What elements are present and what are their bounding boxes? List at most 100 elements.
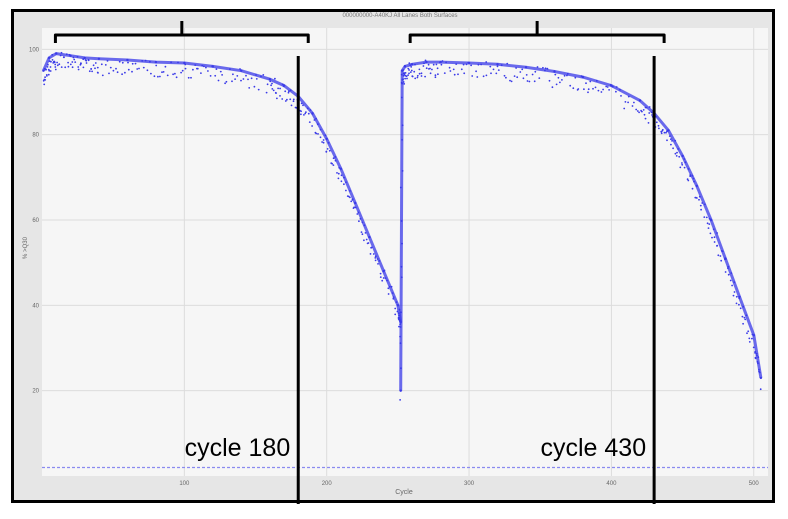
data-point [382, 270, 385, 273]
data-point [240, 69, 243, 72]
y-tick-label: 40 [32, 303, 39, 309]
data-point [284, 100, 287, 102]
data-point [665, 131, 667, 134]
data-point [87, 59, 90, 61]
data-point [705, 216, 708, 219]
data-point [735, 295, 738, 298]
data-point [635, 108, 638, 111]
data-point [754, 356, 757, 359]
data-point [651, 114, 653, 116]
data-point [363, 239, 365, 242]
data-point [525, 74, 528, 76]
data-point [388, 285, 391, 288]
data-point [45, 68, 47, 71]
data-point [709, 218, 713, 222]
data-point [619, 88, 621, 91]
data-point [47, 68, 50, 71]
data-point [315, 117, 317, 120]
data-point [277, 87, 279, 90]
y-tick-label: 80 [32, 133, 39, 139]
data-point [343, 183, 345, 186]
data-point [410, 69, 413, 72]
data-point [668, 135, 671, 138]
data-point [205, 66, 207, 69]
data-point [396, 310, 399, 313]
data-point [400, 73, 403, 76]
data-point [400, 276, 403, 279]
cycle-annotation-label: cycle 180 [185, 434, 291, 462]
data-point [369, 253, 372, 255]
data-point [289, 89, 292, 92]
data-point [304, 112, 307, 115]
data-point [279, 87, 281, 90]
data-point [60, 51, 63, 54]
data-point [719, 255, 722, 257]
data-point [368, 235, 371, 239]
data-point [54, 63, 57, 66]
data-point [309, 109, 312, 111]
data-point [526, 80, 529, 82]
data-point [457, 73, 459, 76]
data-point [602, 88, 604, 91]
data-point [699, 204, 702, 207]
data-point [592, 87, 594, 90]
grid [42, 28, 768, 476]
data-point [104, 64, 107, 66]
data-point [423, 62, 425, 65]
data-point [495, 72, 498, 75]
data-point [209, 75, 212, 77]
data-point [270, 84, 272, 87]
data-point [713, 241, 716, 243]
data-point [747, 330, 750, 333]
data-point [721, 250, 724, 253]
data-point [340, 180, 343, 183]
data-point [54, 68, 57, 71]
data-point [431, 68, 433, 71]
data-point [94, 67, 96, 70]
data-point [334, 159, 337, 162]
data-point [376, 258, 379, 260]
data-point [587, 88, 590, 91]
data-point [401, 69, 404, 72]
data-point [338, 166, 341, 169]
data-point [732, 294, 735, 297]
data-point [394, 307, 397, 310]
data-point [756, 354, 758, 357]
data-point [232, 73, 234, 76]
data-point [397, 312, 400, 314]
data-point [399, 389, 402, 392]
data-point [332, 157, 335, 160]
data-point [510, 80, 513, 83]
data-point [695, 184, 698, 188]
data-point [214, 74, 217, 77]
data-point [425, 60, 428, 64]
data-point [201, 64, 204, 67]
data-point [631, 105, 634, 107]
data-point [724, 271, 727, 273]
data-point [424, 75, 426, 78]
data-point [410, 63, 414, 66]
data-point [482, 75, 485, 78]
data-point [268, 78, 271, 81]
data-point [566, 74, 568, 77]
data-point [374, 259, 377, 262]
data-point [401, 170, 404, 172]
data-point [166, 74, 169, 77]
data-point [354, 206, 357, 209]
data-point [733, 291, 736, 293]
data-point [509, 79, 511, 82]
data-point [683, 166, 686, 169]
data-point [742, 322, 744, 325]
data-point [109, 66, 112, 69]
data-point [759, 388, 762, 391]
data-point [386, 279, 388, 282]
data-point [608, 89, 610, 91]
data-point [513, 75, 516, 77]
data-point [183, 61, 186, 65]
data-point [153, 75, 156, 78]
data-point [234, 78, 237, 80]
data-point [437, 73, 439, 76]
data-point [349, 190, 351, 192]
y-axis-label: % >Q30 [23, 236, 29, 259]
data-point [146, 69, 149, 72]
